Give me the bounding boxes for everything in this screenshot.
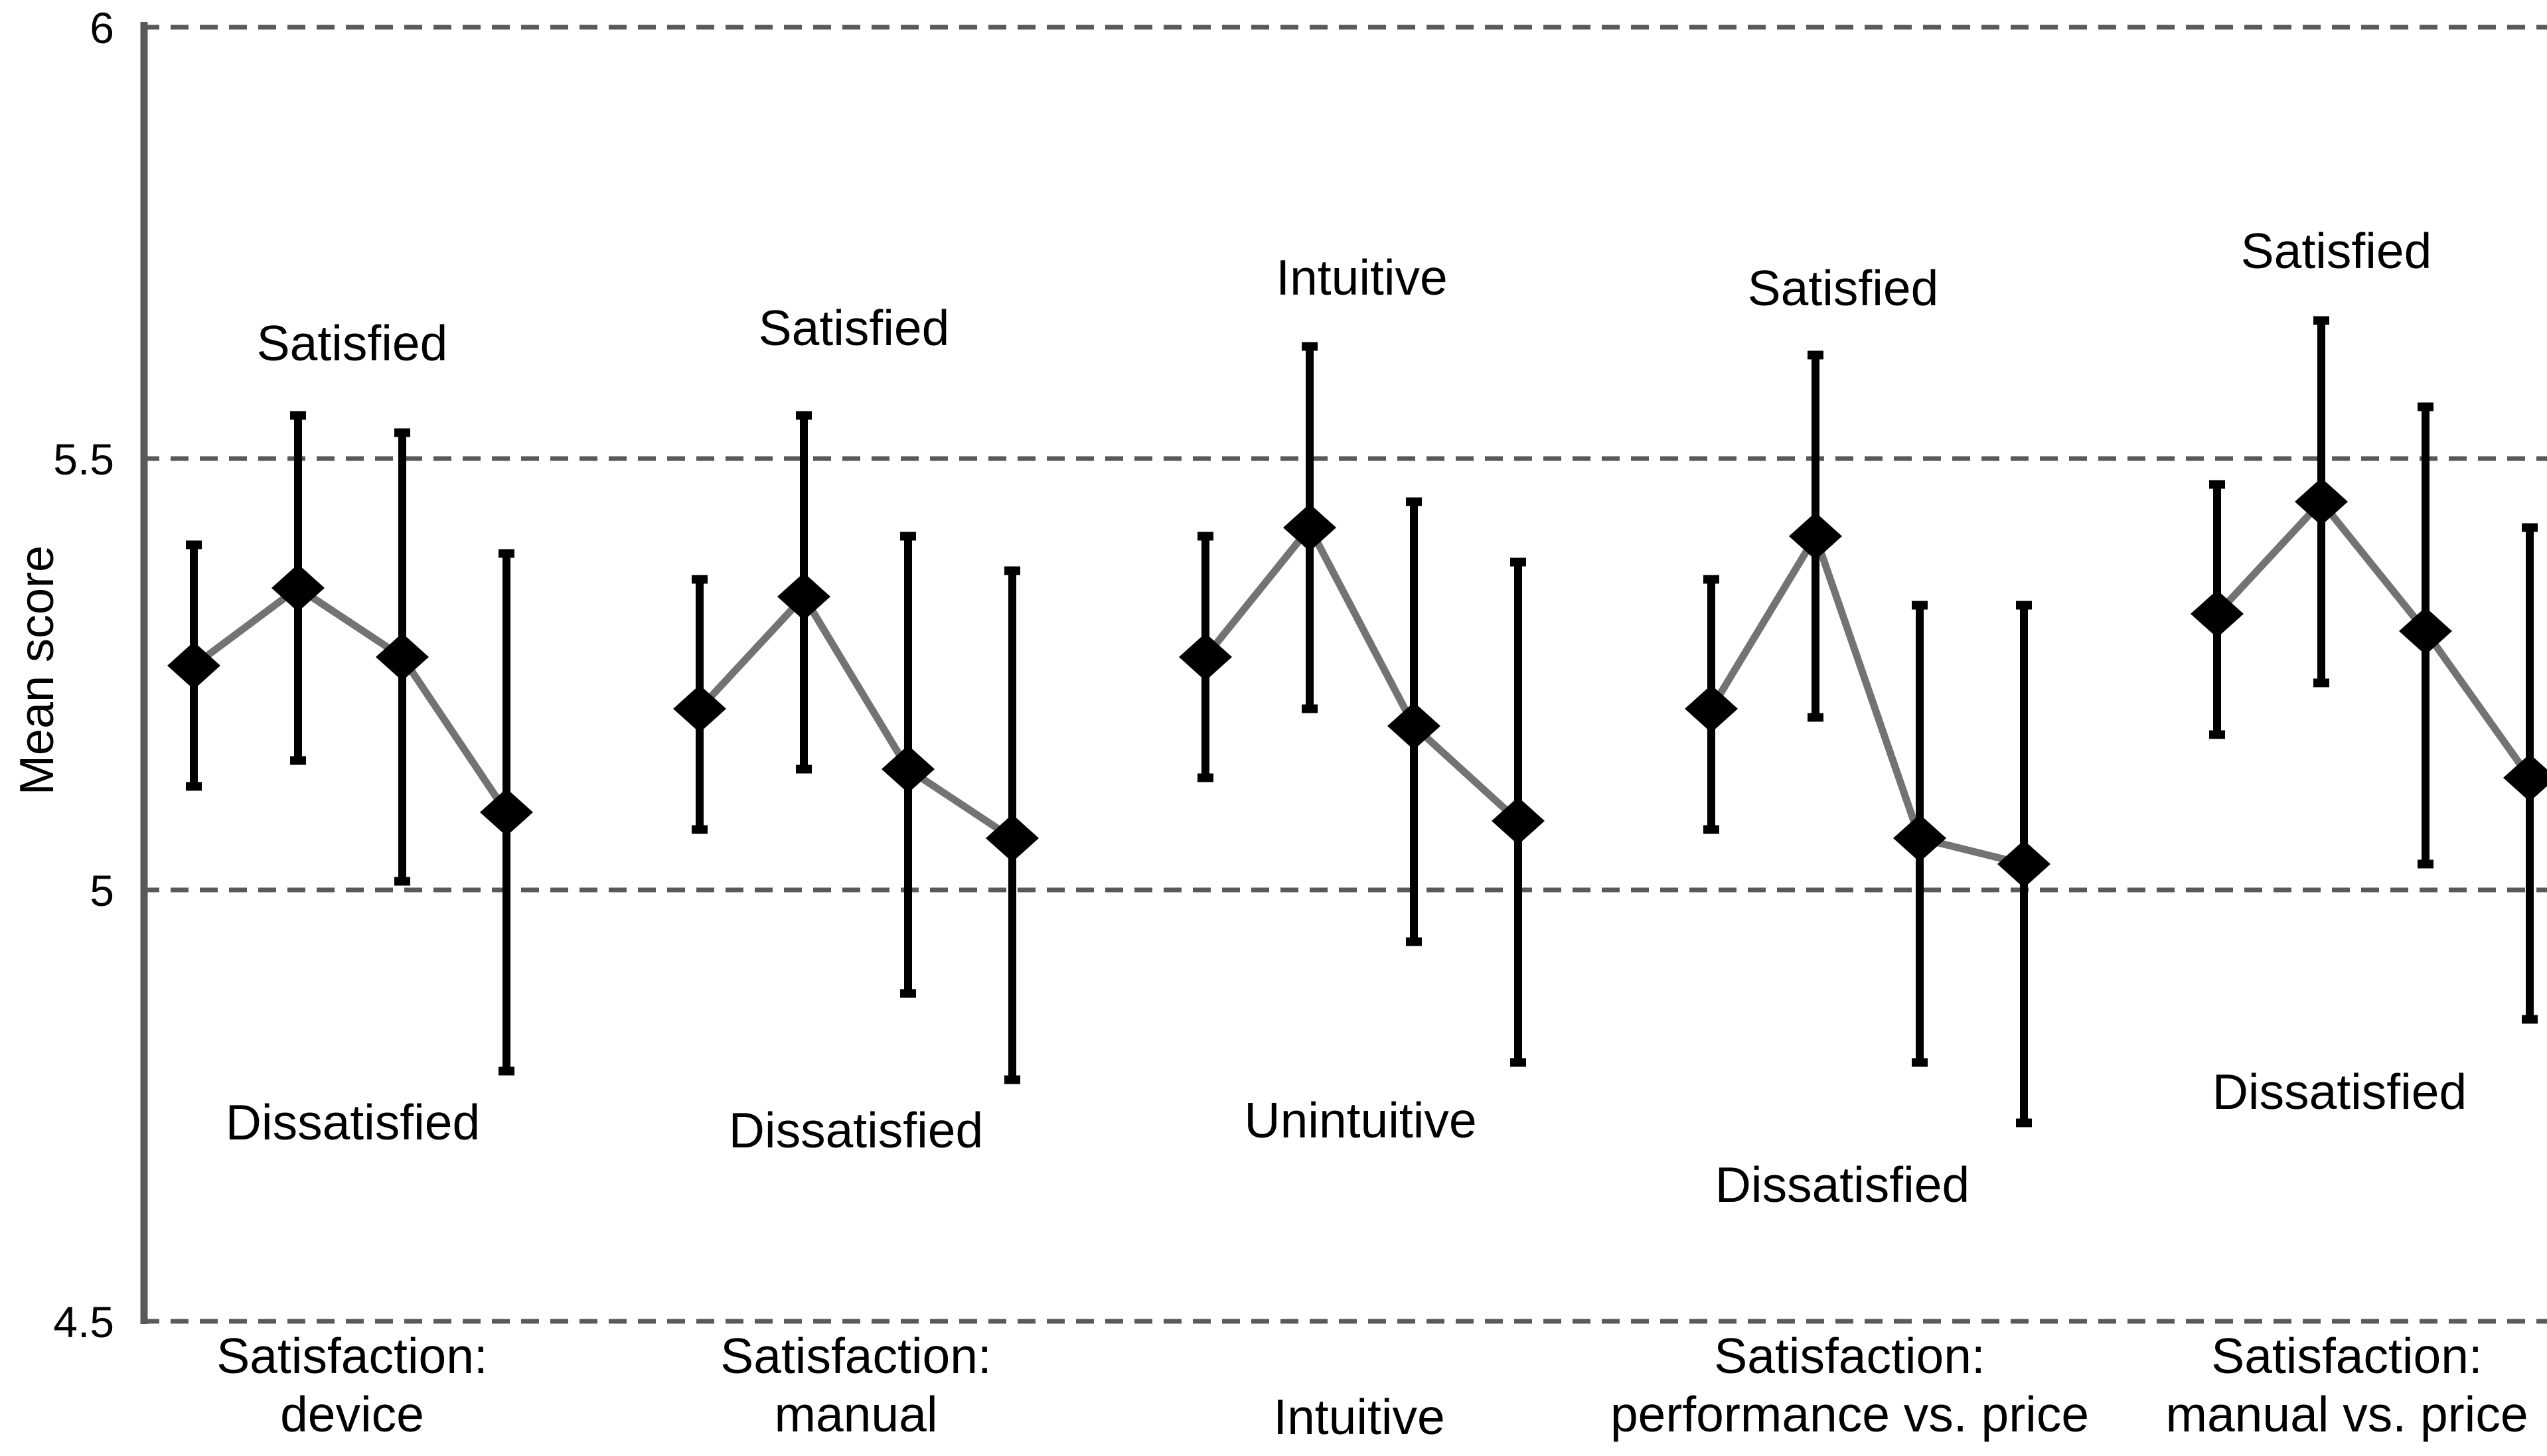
x-axis-label-line1: Satisfaction: — [720, 1328, 992, 1384]
data-point-marker — [480, 788, 533, 836]
data-point-marker — [1283, 504, 1336, 551]
data-point-marker — [1492, 797, 1545, 845]
x-axis-label: Intuitive — [1273, 1389, 1444, 1445]
data-point-marker — [777, 573, 830, 620]
data-point-marker — [167, 642, 220, 690]
data-point-marker — [1997, 840, 2050, 888]
data-point-marker — [882, 745, 935, 793]
x-axis-label-line1: Satisfaction: — [1714, 1328, 1985, 1384]
data-point-marker — [2191, 590, 2244, 638]
annotation-top: Satisfied — [2241, 223, 2432, 279]
data-point-marker — [673, 685, 726, 733]
data-point-marker — [1387, 702, 1440, 750]
data-point-marker — [271, 564, 325, 612]
data-point-marker — [2295, 478, 2348, 526]
annotation-top: Satisfied — [257, 315, 448, 371]
y-tick-label: 6 — [90, 3, 114, 52]
y-axis-title: Mean score — [11, 546, 64, 795]
annotation-bottom: Dissatisfied — [1715, 1157, 1969, 1212]
data-point-marker — [2399, 607, 2452, 655]
annotation-bottom: Dissatisfied — [729, 1102, 983, 1158]
annotation-top: Satisfied — [1748, 260, 1939, 316]
data-point-marker — [2503, 754, 2547, 802]
annotation-bottom: Dissatisfied — [226, 1094, 480, 1150]
series-connector-line — [696, 590, 1015, 841]
data-point-marker — [1789, 512, 1842, 560]
annotation-bottom: Unintuitive — [1244, 1092, 1476, 1148]
data-point-marker — [986, 814, 1039, 862]
x-axis-label-line1: Satisfaction: — [2211, 1328, 2483, 1384]
series-connector-line — [2214, 496, 2533, 780]
x-axis-label-line1: Satisfaction: — [216, 1328, 488, 1384]
series-connector-line — [1202, 521, 1521, 824]
y-tick-label: 5 — [90, 866, 114, 915]
y-tick-label: 4.5 — [53, 1297, 114, 1347]
x-axis-label-line2: device — [280, 1386, 424, 1442]
series-connector-line — [1708, 528, 2025, 868]
data-point-marker — [1893, 814, 1946, 862]
annotation-bottom: Dissatisfied — [2212, 1064, 2467, 1120]
data-point-marker — [1685, 685, 1738, 733]
data-point-marker — [1179, 633, 1232, 681]
x-axis-label-line2: manual — [775, 1386, 938, 1442]
y-tick-label: 5.5 — [53, 435, 114, 484]
data-point-marker — [376, 633, 429, 681]
annotation-top: Intuitive — [1276, 250, 1447, 305]
annotation-top: Satisfied — [759, 300, 950, 356]
series-connector-line — [191, 583, 510, 815]
x-axis-label-line2: manual vs. price — [2165, 1386, 2528, 1442]
x-axis-label-line2: performance vs. price — [1610, 1386, 2089, 1442]
